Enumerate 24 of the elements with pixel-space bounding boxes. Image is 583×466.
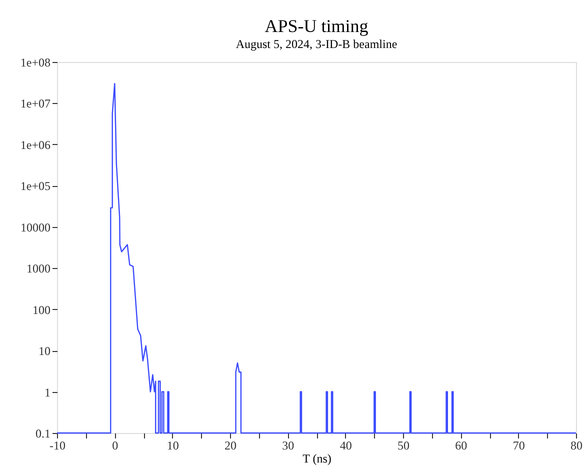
y-tick-label: 1e+07: [20, 96, 50, 111]
y-tick-label: 10000: [20, 220, 50, 234]
chart-subtitle: August 5, 2024, 3-ID-B beamline: [236, 37, 398, 51]
y-tick-label: 1: [44, 385, 50, 400]
x-tick-label: 20: [224, 438, 236, 452]
x-tick-label: 10: [166, 438, 179, 452]
x-tick-label: 40: [340, 438, 352, 452]
y-tick-label: 1e+06: [20, 138, 50, 152]
x-axis-title: T (ns): [302, 452, 332, 466]
x-tick-label: -10: [50, 438, 66, 452]
chart-title: APS-U timing: [264, 16, 368, 36]
y-tick-label: 1e+05: [20, 179, 50, 194]
x-tick-label: 0: [112, 438, 118, 452]
y-tick-label: 100: [32, 302, 50, 317]
x-tick-label: 50: [398, 438, 410, 452]
line-series: [56, 82, 577, 434]
y-tick-label: 1e+08: [20, 56, 50, 70]
x-tick-label: 70: [512, 438, 525, 452]
x-tick-label: 80: [570, 438, 582, 452]
x-tick-label: 30: [282, 438, 294, 452]
y-tick-label: 0.1: [36, 426, 50, 440]
y-tick-label: 1000: [26, 262, 50, 276]
y-tick-label: 10: [38, 344, 50, 358]
x-tick-label: 60: [455, 438, 468, 452]
